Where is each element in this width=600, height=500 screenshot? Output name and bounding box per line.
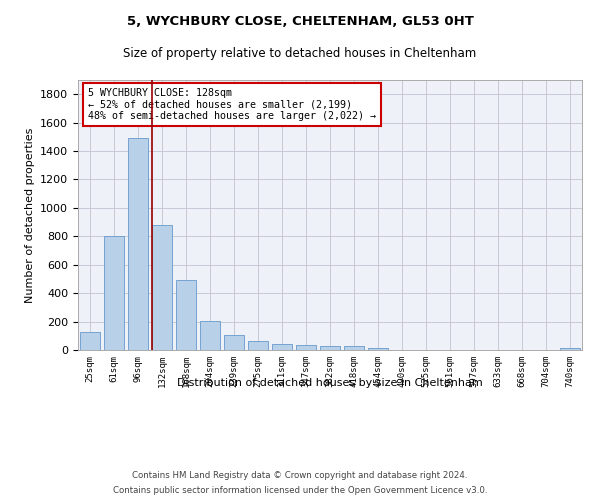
Bar xyxy=(128,138,148,350)
Bar xyxy=(368,348,388,350)
Bar xyxy=(248,341,268,350)
Bar xyxy=(296,345,316,350)
Text: Contains public sector information licensed under the Open Government Licence v3: Contains public sector information licen… xyxy=(113,486,487,495)
Y-axis label: Number of detached properties: Number of detached properties xyxy=(25,128,35,302)
Text: Size of property relative to detached houses in Cheltenham: Size of property relative to detached ho… xyxy=(124,48,476,60)
Text: Distribution of detached houses by size in Cheltenham: Distribution of detached houses by size … xyxy=(177,378,483,388)
Bar xyxy=(152,225,172,350)
Bar xyxy=(224,335,244,350)
Bar xyxy=(320,346,340,350)
Text: 5 WYCHBURY CLOSE: 128sqm
← 52% of detached houses are smaller (2,199)
48% of sem: 5 WYCHBURY CLOSE: 128sqm ← 52% of detach… xyxy=(88,88,376,122)
Bar xyxy=(272,344,292,350)
Bar xyxy=(104,236,124,350)
Bar xyxy=(560,348,580,350)
Bar xyxy=(176,280,196,350)
Text: 5, WYCHBURY CLOSE, CHELTENHAM, GL53 0HT: 5, WYCHBURY CLOSE, CHELTENHAM, GL53 0HT xyxy=(127,15,473,28)
Text: Contains HM Land Registry data © Crown copyright and database right 2024.: Contains HM Land Registry data © Crown c… xyxy=(132,471,468,480)
Bar xyxy=(200,321,220,350)
Bar xyxy=(344,346,364,350)
Bar xyxy=(80,332,100,350)
